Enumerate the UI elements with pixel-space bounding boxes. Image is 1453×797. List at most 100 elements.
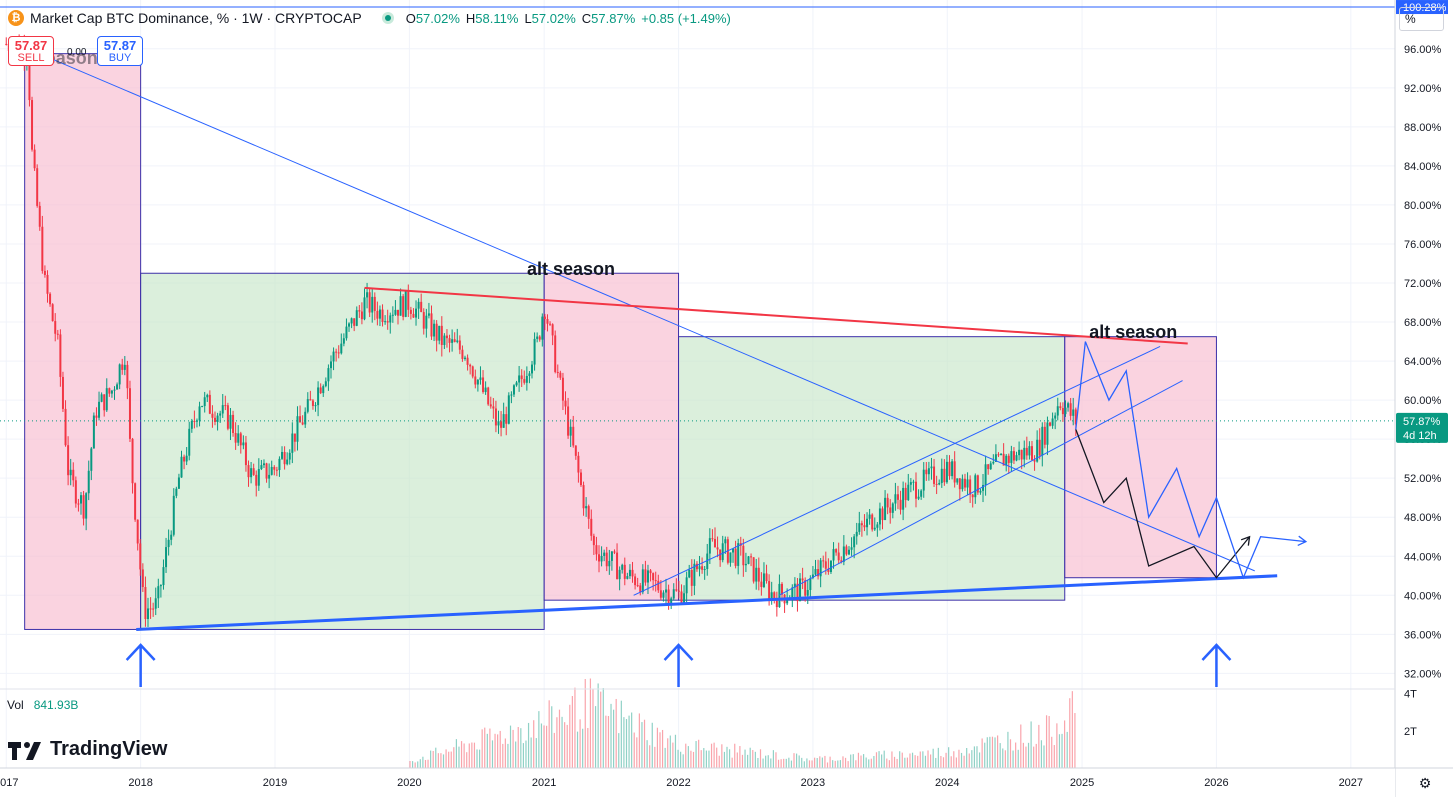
volume-bar-18 <box>455 739 457 768</box>
volume-bar-101 <box>669 735 671 768</box>
candle-body-351 <box>909 482 912 485</box>
volume-bar-38 <box>507 743 509 768</box>
volume-bar-118 <box>713 742 715 768</box>
volume-bar-237 <box>1020 724 1022 768</box>
volume-bar-192 <box>904 757 906 768</box>
candle-body-147 <box>384 321 387 323</box>
volume-bar-60 <box>564 722 566 768</box>
candle-body-312 <box>809 578 812 590</box>
candle-body-251 <box>652 573 655 581</box>
candle-body-110 <box>288 452 291 460</box>
candle-body-269 <box>698 566 701 570</box>
candle-body-340 <box>881 508 884 521</box>
candle-body-95 <box>250 468 253 478</box>
candle-body-352 <box>912 481 915 483</box>
candle-body-229 <box>595 545 598 555</box>
volume-bar-87 <box>633 732 635 768</box>
candle-body-386 <box>1000 453 1003 456</box>
candle-body-67 <box>177 477 180 489</box>
candle-body-363 <box>940 468 943 483</box>
volume-bar-211 <box>953 751 955 768</box>
volume-bar-72 <box>594 706 597 768</box>
candle-body-192 <box>500 421 503 428</box>
candle-body-237 <box>616 552 619 580</box>
settings-icon[interactable]: ⚙ <box>1418 775 1432 791</box>
candle-body-368 <box>953 461 956 483</box>
candle-body-365 <box>945 461 948 483</box>
volume-bar-235 <box>1015 742 1017 768</box>
y-tick-label: 48.00% <box>1404 512 1442 524</box>
volume-bar-2 <box>414 762 416 768</box>
volume-bar-137 <box>762 758 764 768</box>
candle-body-72 <box>190 421 193 429</box>
candle-body-82 <box>216 415 219 422</box>
volume-bar-80 <box>615 698 617 768</box>
y-tick-label: 44.00% <box>1404 551 1442 563</box>
volume-bar-201 <box>927 750 929 768</box>
candle-body-247 <box>641 569 644 593</box>
volume-bar-85 <box>628 715 630 768</box>
candle-body-80 <box>211 413 214 418</box>
candle-body-309 <box>801 578 804 581</box>
candle-body-60 <box>159 585 162 587</box>
volume-bar-247 <box>1045 715 1048 768</box>
candle-body-202 <box>525 375 528 383</box>
candle-body-101 <box>265 463 268 479</box>
candle-body-278 <box>721 543 724 561</box>
volume-bar-227 <box>994 737 996 768</box>
volume-bar-160 <box>821 757 823 768</box>
candle-body-267 <box>693 563 696 586</box>
candle-body-292 <box>757 567 760 582</box>
volume-bar-126 <box>734 743 736 768</box>
candle-body-358 <box>927 468 930 475</box>
volume-bar-59 <box>561 716 563 768</box>
volume-bar-250 <box>1053 745 1055 768</box>
volume-bar-219 <box>973 746 976 768</box>
countdown-label: 4d 12h <box>1403 430 1437 442</box>
volume-bar-12 <box>440 753 442 768</box>
candle-body-184 <box>479 377 482 380</box>
candle-body-224 <box>582 485 585 509</box>
volume-bar-181 <box>875 752 878 768</box>
candle-body-156 <box>407 291 410 310</box>
candle-body-155 <box>404 291 407 317</box>
buy-button[interactable]: 57.87 BUY <box>97 36 143 66</box>
candle-body-93 <box>244 442 247 466</box>
x-tick-label: 2019 <box>263 777 287 789</box>
candle-body-92 <box>242 442 245 446</box>
volume-bar-67 <box>582 728 584 768</box>
volume-bar-205 <box>937 747 939 768</box>
trend-line-channel-lower <box>778 380 1183 596</box>
candle-body-402 <box>1041 426 1044 456</box>
candle-body-127 <box>332 351 335 362</box>
scale-mode-button[interactable]: % <box>1399 7 1444 31</box>
volume-bar-252 <box>1058 734 1061 768</box>
y-tick-label: 88.00% <box>1404 122 1442 134</box>
candle-body-124 <box>324 381 327 387</box>
x-tick-label: 2026 <box>1204 777 1228 789</box>
y-tick-label: 72.00% <box>1404 278 1442 290</box>
candle-body-369 <box>956 478 959 483</box>
x-tick-label: 2022 <box>666 777 690 789</box>
volume-bar-200 <box>924 755 927 768</box>
candle-body-166 <box>433 323 436 337</box>
x-tick-label: 2024 <box>935 777 959 789</box>
symbol-title[interactable]: Market Cap BTC Dominance, % · 1W · CRYPT… <box>30 10 362 26</box>
spread-value: 0.00 <box>67 47 87 58</box>
candle-body-22 <box>61 376 64 409</box>
volume-bar-11 <box>437 753 439 768</box>
volume-bar-48 <box>533 720 535 768</box>
candle-body-160 <box>417 301 420 309</box>
volume-bar-146 <box>785 758 787 768</box>
candle-body-342 <box>886 497 889 508</box>
candle-body-98 <box>257 469 260 486</box>
sell-button[interactable]: 57.87 SELL <box>8 36 54 66</box>
volume-bar-94 <box>651 722 653 768</box>
volume-bar-189 <box>896 758 898 768</box>
candle-body-79 <box>208 394 211 414</box>
candle-body-366 <box>948 461 951 477</box>
volume-bar-114 <box>703 748 705 768</box>
candle-body-295 <box>765 573 768 582</box>
volume-bar-158 <box>816 758 818 768</box>
